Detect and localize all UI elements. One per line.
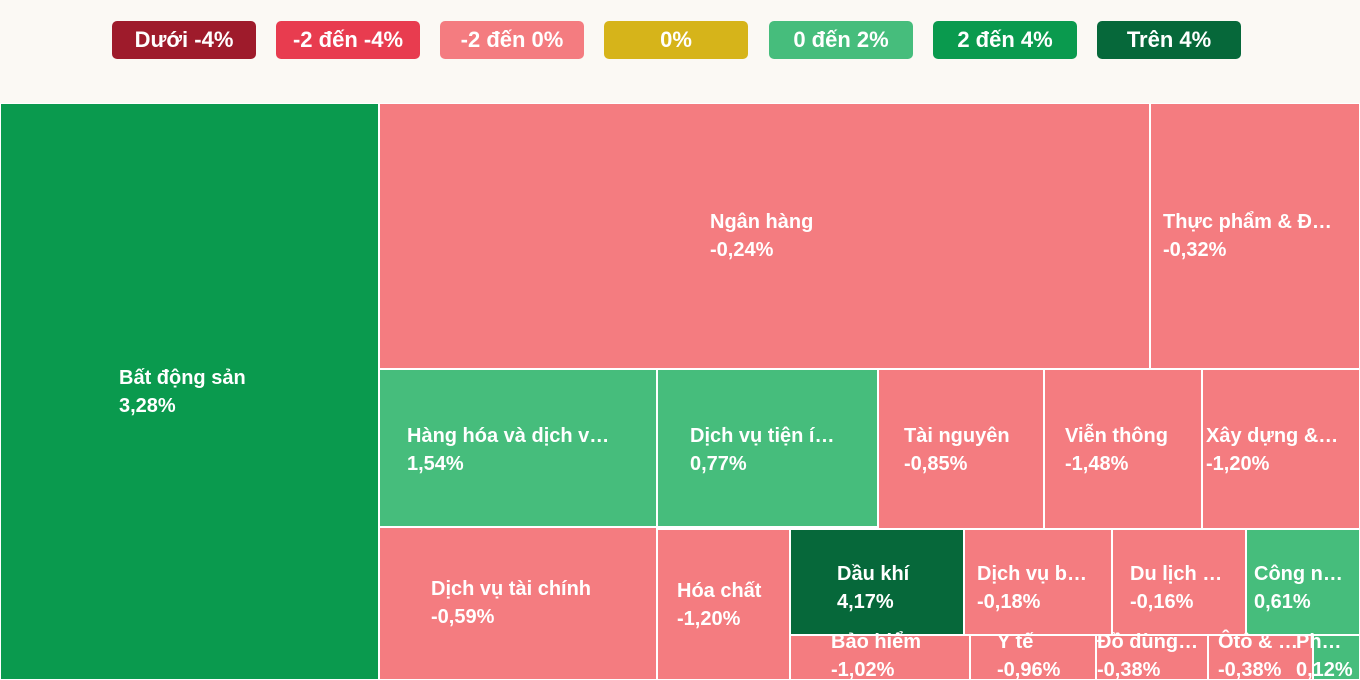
treemap: Bất động sản 3,28% Ngân hàng -0,24% Thực phẩ… [0,103,1360,680]
sector-change-percent: -0,59% [431,606,495,628]
legend-label: 0 đến 2% [793,27,889,52]
treemap-cell-du-lich[interactable]: Du lịch … -0,16% [1112,529,1246,635]
cell-text: Dịch vụ b… -0,18% [977,560,1087,616]
legend-item-below-minus-4[interactable]: Dưới -4% [112,21,256,59]
sector-change-percent: 4,17% [837,591,894,613]
sector-name: Dịch vụ b… [977,563,1088,585]
sector-name: Công n… [1254,563,1343,585]
sector-name: Dịch vụ tài chính [431,578,592,600]
sector-change-percent: -1,02% [831,659,895,680]
sector-name: Du lịch … [1130,563,1223,585]
sector-name: Ngân hàng [710,211,814,233]
cell-text: Dịch vụ tài chính -0,59% [431,575,591,631]
sector-change-percent: -0,18% [977,591,1041,613]
treemap-cell-xay-dung[interactable]: Xây dựng &… -1,20% [1202,369,1360,529]
cell-text: Xây dựng &… -1,20% [1206,422,1338,478]
cell-text: Dịch vụ tiện í… 0,77% [690,422,834,478]
cell-text: Ngân hàng -0,24% [710,208,813,264]
legend-item-2-to-4[interactable]: 2 đến 4% [933,21,1077,59]
sector-change-percent: 0,61% [1254,591,1311,613]
legend-label: 2 đến 4% [957,27,1053,52]
legend-item-above-4[interactable]: Trên 4% [1097,21,1241,59]
sector-name: Xây dựng &… [1206,425,1339,447]
sector-name: Hóa chất [677,580,762,602]
treemap-cell-thuc-pham-d[interactable]: Thực phẩm & Đ… -0,32% [1150,103,1360,369]
treemap-cell-vien-thong[interactable]: Viễn thông -1,48% [1044,369,1202,529]
cell-text: Tài nguyên -0,85% [904,422,1010,478]
cell-text: Ph… 0,12% [1296,628,1353,680]
treemap-cell-dau-khi[interactable]: Dầu khí 4,17% [790,529,964,635]
cell-text: Y tế -0,96% [997,628,1060,680]
sector-change-percent: -1,48% [1065,453,1129,475]
sector-change-percent: -0,96% [997,659,1061,680]
sector-name: Y tế [997,631,1034,653]
sector-name: Hàng hóa và dịch v… [407,425,610,447]
legend-label: Dưới -4% [134,27,234,52]
cell-text: Công n… 0,61% [1254,560,1343,616]
sector-change-percent: 1,54% [407,453,464,475]
treemap-cell-oto[interactable]: Ôtô & … -0,38% [1208,631,1313,680]
legend-label: Trên 4% [1126,27,1212,52]
sector-change-percent: -0,16% [1130,591,1194,613]
cell-text: Ôtô & … -0,38% [1218,628,1298,680]
treemap-cell-ph[interactable]: Ph… 0,12% [1296,631,1360,680]
cell-text: Bất động sản 3,28% [119,364,246,420]
legend-label: 0% [660,27,692,52]
treemap-cell-do-dung[interactable]: Đồ dùng… -0,38% [1096,631,1208,680]
sector-name: Thực phẩm & Đ… [1163,211,1332,233]
legend-label: -2 đến -4% [292,27,404,52]
cell-text: Bảo hiểm -1,02% [831,628,921,680]
sector-change-percent: -0,85% [904,453,968,475]
treemap-cell-tai-nguyen[interactable]: Tài nguyên -0,85% [878,369,1044,529]
sector-change-percent: -1,20% [1206,453,1270,475]
treemap-cell-dich-vu-b[interactable]: Dịch vụ b… -0,18% [964,529,1112,635]
sector-name: Viễn thông [1065,425,1168,447]
sector-name: Ôtô & … [1218,631,1298,653]
cell-text: Đồ dùng… -0,38% [1097,628,1198,680]
legend-item-minus-2-to-0[interactable]: -2 đến 0% [440,21,584,59]
legend-item-minus-2-to-minus-4[interactable]: -2 đến -4% [276,21,420,59]
cell-text: Viễn thông -1,48% [1065,422,1168,478]
sector-change-percent: -0,24% [710,239,774,261]
cell-text: Dầu khí 4,17% [837,560,909,616]
treemap-cell-ngan-hang[interactable]: Ngân hàng -0,24% [379,103,1150,369]
sector-change-percent: -1,20% [677,608,741,630]
sector-change-percent: -0,38% [1218,659,1282,680]
treemap-cell-bao-hiem[interactable]: Bảo hiểm -1,02% [790,631,970,680]
treemap-cell-hang-hoa-va-dich-v[interactable]: Hàng hóa và dịch v… 1,54% [379,369,657,527]
sector-change-percent: 3,28% [119,395,176,417]
sector-change-percent: 0,77% [690,453,747,475]
sector-name: Dầu khí [837,563,910,585]
treemap-cell-y-te[interactable]: Y tế -0,96% [970,631,1096,680]
sector-change-percent: 0,12% [1296,659,1353,680]
legend: Dưới -4% -2 đến -4% -2 đến 0% 0% 0 đến 2… [0,0,1360,103]
sector-name: Bất động sản [119,367,246,389]
legend-label: -2 đến 0% [460,27,564,52]
treemap-cell-dich-vu-tai-chinh[interactable]: Dịch vụ tài chính -0,59% [379,527,657,680]
sector-name: Bảo hiểm [831,631,922,653]
treemap-cell-bat-dong-san[interactable]: Bất động sản 3,28% [0,103,379,680]
sector-change-percent: -0,38% [1097,659,1161,680]
treemap-cell-dich-vu-tien-i[interactable]: Dịch vụ tiện í… 0,77% [657,369,878,527]
legend-item-zero[interactable]: 0% [604,21,748,59]
treemap-cell-hoa-chat[interactable]: Hóa chất -1,20% [657,529,790,680]
sector-name: Ph… [1296,631,1342,653]
sector-change-percent: -0,32% [1163,239,1227,261]
treemap-cell-cong-n[interactable]: Công n… 0,61% [1246,529,1360,635]
cell-text: Hàng hóa và dịch v… 1,54% [407,422,609,478]
legend-item-0-to-2[interactable]: 0 đến 2% [769,21,913,59]
cell-text: Hóa chất -1,20% [677,577,761,633]
cell-text: Du lịch … -0,16% [1130,560,1222,616]
sector-name: Tài nguyên [904,425,1010,447]
sector-name: Đồ dùng… [1097,631,1199,653]
sector-name: Dịch vụ tiện í… [690,425,835,447]
cell-text: Thực phẩm & Đ… -0,32% [1163,208,1332,264]
